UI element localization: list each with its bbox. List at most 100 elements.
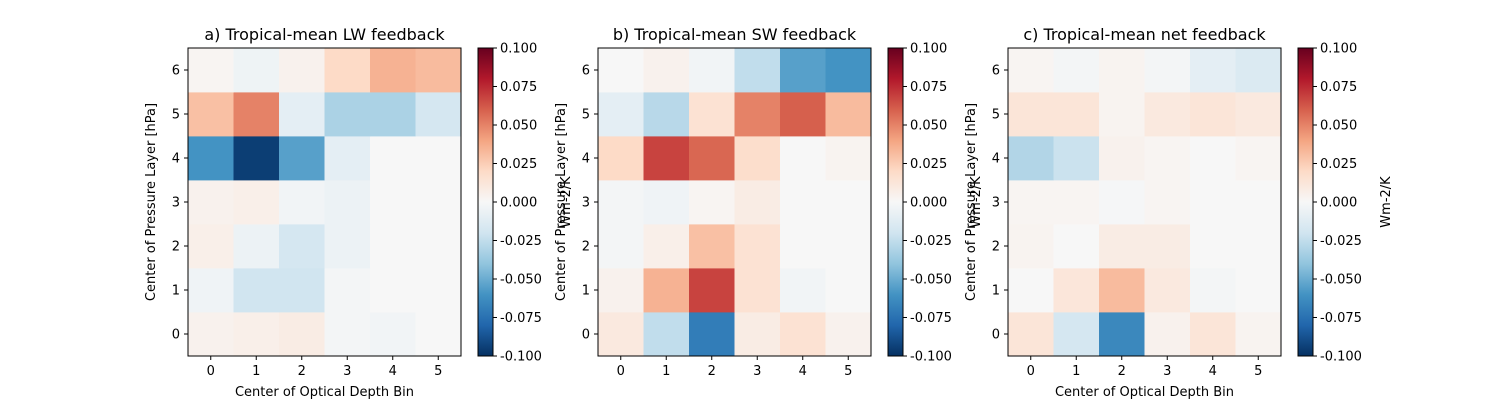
heatmap-cell-r4-c4 (370, 136, 416, 181)
heatmap-cell-r1-c3 (1144, 268, 1191, 313)
colorbar-tick-label: 0.050 (500, 119, 537, 134)
heatmap-cell-r0-c4 (780, 312, 826, 357)
chart-title: c) Tropical-mean net feedback (1023, 25, 1266, 44)
heatmap-cell-r3-c2 (689, 180, 735, 225)
colorbar-tick-label: -0.025 (1320, 234, 1362, 249)
colorbar-tick-label: 0.025 (910, 157, 947, 172)
heatmap-cell-r1-c2 (1099, 268, 1145, 313)
x-tick-label: 5 (1254, 364, 1262, 379)
x-tick-label: 4 (799, 364, 807, 379)
y-tick-label: 2 (582, 240, 590, 255)
heatmap-cell-r5-c5 (825, 92, 872, 137)
y-axis-label: Center of Pressure Layer [hPa] (554, 103, 569, 301)
heatmap-cell-r5-c5 (415, 92, 462, 137)
heatmap-cell-r5-c2 (689, 92, 735, 137)
y-tick-label: 0 (582, 328, 590, 343)
heatmap-cell-r2-c1 (233, 224, 280, 269)
heatmap-cell-r1-c1 (233, 268, 280, 313)
heatmap-cell-r4-c2 (1099, 136, 1145, 181)
x-axis-label: Center of Optical Depth Bin (1055, 385, 1234, 400)
heatmap-cell-r3-c5 (825, 180, 872, 225)
colorbar-tick-label: 0.075 (1320, 80, 1357, 95)
heatmap-cell-r2-c4 (780, 224, 826, 269)
heatmap-cell-r0-c5 (1235, 312, 1282, 357)
y-axis-label: Center of Pressure Layer [hPa] (144, 103, 159, 301)
colorbar-tick-label: -0.075 (1320, 311, 1362, 326)
x-tick-label: 3 (753, 364, 761, 379)
heatmap-cell-r1-c5 (415, 268, 462, 313)
heatmap-cell-r6-c4 (370, 48, 416, 93)
heatmap-cell-r1-c0 (1008, 268, 1054, 313)
heatmap-cell-r2-c5 (825, 224, 872, 269)
heatmap-panel-2: 0 1 2 3 4 5 0 1 2 3 4 5 6 c) Tropical-mean net feedba… (964, 25, 1394, 400)
heatmap-cell-r2-c4 (1190, 224, 1236, 269)
heatmap-cell-r4-c0 (1008, 136, 1054, 181)
heatmap-cell-r2-c0 (188, 224, 234, 269)
y-tick-label: 0 (172, 328, 180, 343)
heatmap-cell-r2-c2 (689, 224, 735, 269)
heatmap-cell-r6-c3 (734, 48, 781, 93)
colorbar-tick-label: -0.025 (500, 234, 542, 249)
y-tick-label: 5 (172, 108, 180, 123)
heatmap-cell-r1-c5 (825, 268, 872, 313)
heatmap-cell-r4-c1 (233, 136, 280, 181)
heatmap-cell-r6-c1 (233, 48, 280, 93)
colorbar-2: -0.100 -0.075 -0.050 -0.025 0.000 0.025 0.050 0… (1297, 42, 1394, 365)
heatmap-cell-r3-c1 (1053, 180, 1100, 225)
heatmap-cell-r6-c0 (598, 48, 644, 93)
y-tick-label: 2 (172, 240, 180, 255)
chart-title: a) Tropical-mean LW feedback (204, 25, 445, 44)
heatmap-cell-r5-c4 (370, 92, 416, 137)
heatmap-cell-r3-c1 (233, 180, 280, 225)
colorbar-tick-label: -0.050 (500, 273, 542, 288)
heatmap-cell-r1-c3 (734, 268, 781, 313)
heatmap-cell-r1-c4 (1190, 268, 1236, 313)
heatmap-cell-r6-c2 (1099, 48, 1145, 93)
heatmap-cell-r3-c2 (279, 180, 325, 225)
heatmap-cell-r6-c4 (1190, 48, 1236, 93)
colorbar-tick-label: 0.075 (500, 80, 537, 95)
heatmap-cell-r0-c0 (598, 312, 644, 357)
heatmap-cell-r1-c0 (188, 268, 234, 313)
y-tick-label: 3 (992, 196, 1000, 211)
heatmap-cell-r1-c4 (370, 268, 416, 313)
heatmap-cell-r3-c0 (598, 180, 644, 225)
x-tick-label: 3 (1163, 364, 1171, 379)
heatmap-cell-r5-c5 (1235, 92, 1282, 137)
heatmap-cell-r6-c5 (825, 48, 872, 93)
y-tick-label: 6 (992, 64, 1000, 79)
heatmap-cell-r0-c0 (1008, 312, 1054, 357)
heatmap-cell-r0-c3 (1144, 312, 1191, 357)
y-tick-label: 0 (992, 328, 1000, 343)
y-tick-label: 1 (992, 284, 1000, 299)
heatmap-cell-r0-c1 (1053, 312, 1100, 357)
heatmap-cell-r2-c1 (643, 224, 690, 269)
heatmap-cell-r4-c3 (734, 136, 781, 181)
heatmap-cell-r6-c5 (415, 48, 462, 93)
x-tick-label: 5 (844, 364, 852, 379)
colorbar-gradient (477, 47, 494, 357)
heatmap-cell-r6-c1 (643, 48, 690, 93)
y-axis-label: Center of Pressure Layer [hPa] (964, 103, 979, 301)
colorbar-tick-label: -0.050 (910, 273, 952, 288)
heatmap-cell-r0-c2 (279, 312, 325, 357)
colorbar-gradient (1297, 47, 1314, 357)
heatmap-cell-r0-c3 (734, 312, 781, 357)
heatmap-cell-r4-c2 (689, 136, 735, 181)
heatmap-cell-r4-c5 (415, 136, 462, 181)
y-tick-label: 1 (172, 284, 180, 299)
x-tick-label: 0 (1027, 364, 1035, 379)
heatmap-cell-r2-c0 (1008, 224, 1054, 269)
colorbar-tick-label: 0.025 (500, 157, 537, 172)
y-tick-label: 4 (992, 152, 1000, 167)
heatmap-cell-r2-c3 (324, 224, 371, 269)
heatmap-panel-1: 0 1 2 3 4 5 0 1 2 3 4 5 6 b) Tropical-mean SW feedbac… (554, 25, 984, 379)
y-tick-label: 6 (172, 64, 180, 79)
colorbar-tick-label: 0.100 (910, 42, 947, 57)
heatmap-cell-r0-c5 (415, 312, 462, 357)
x-axis-label: Center of Optical Depth Bin (235, 385, 414, 400)
colorbar-gradient (887, 47, 904, 357)
colorbar-tick-label: -0.100 (1320, 350, 1362, 365)
heatmap-cell-r3-c4 (1190, 180, 1236, 225)
